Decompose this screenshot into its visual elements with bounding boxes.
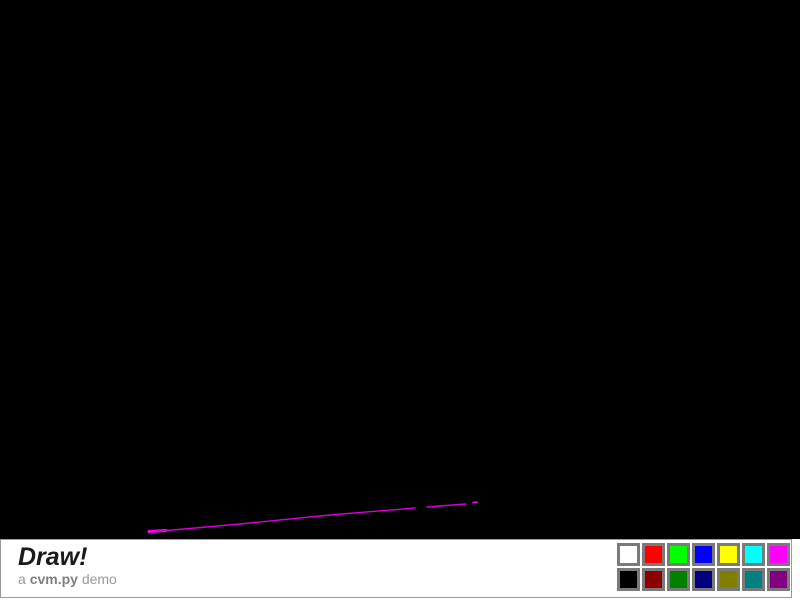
color-swatch-white[interactable] — [617, 543, 640, 566]
stroke-layer — [147, 501, 478, 533]
color-swatch-teal[interactable] — [742, 568, 765, 591]
color-swatch-black[interactable] — [617, 568, 640, 591]
color-palette — [617, 543, 790, 591]
subtitle-module-name: cvm.py — [29, 571, 78, 587]
stroke-segment-2 — [426, 503, 467, 508]
drawing-canvas[interactable] — [0, 0, 800, 539]
subtitle-suffix: demo — [77, 571, 117, 587]
app-title: Draw! — [18, 543, 88, 571]
color-swatch-red[interactable] — [642, 543, 665, 566]
color-swatch-yellow[interactable] — [717, 543, 740, 566]
subtitle-prefix: a — [18, 571, 30, 587]
stroke-dot — [472, 501, 478, 504]
color-swatch-lime[interactable] — [667, 543, 690, 566]
title-block: Draw! a cvm.py demo — [18, 544, 117, 587]
color-swatch-cyan[interactable] — [742, 543, 765, 566]
color-swatch-blue[interactable] — [692, 543, 715, 566]
color-swatch-purple[interactable] — [767, 568, 790, 591]
color-swatch-dark-green[interactable] — [667, 568, 690, 591]
color-swatch-magenta[interactable] — [767, 543, 790, 566]
color-swatch-dark-red[interactable] — [642, 568, 665, 591]
color-swatch-olive[interactable] — [717, 568, 740, 591]
color-swatch-navy[interactable] — [692, 568, 715, 591]
app-subtitle: a cvm.py demo — [18, 571, 117, 587]
stroke-main-line — [149, 507, 416, 533]
